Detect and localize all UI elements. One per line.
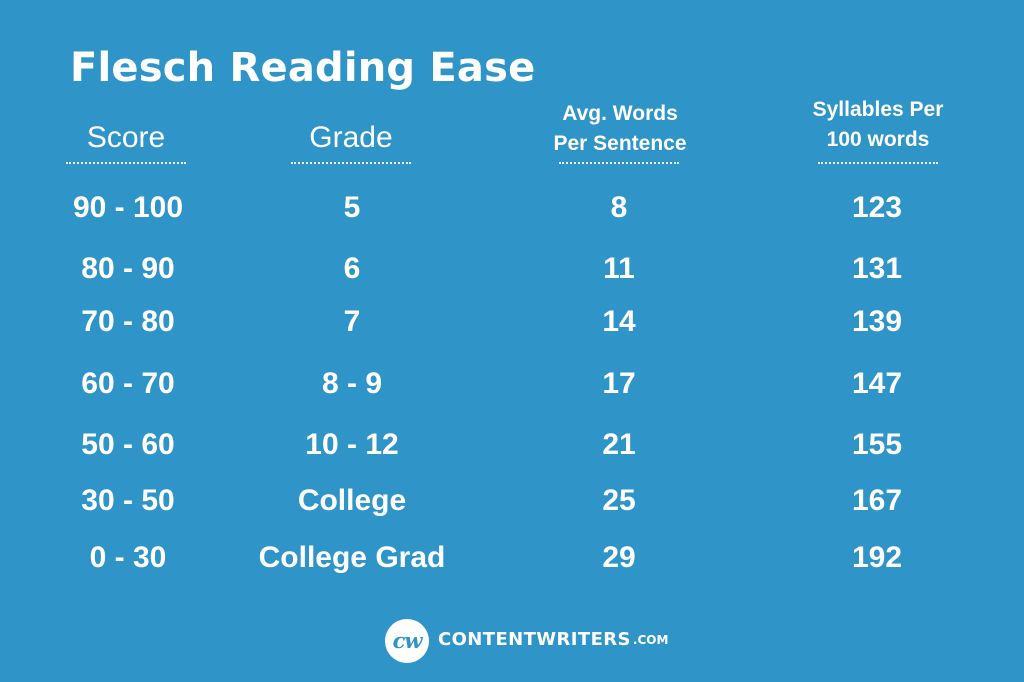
table-cell-score: 50 - 60 <box>81 428 175 461</box>
avg-words-header: Avg. Words Per Sentence <box>548 99 692 159</box>
logo-badge: cw <box>385 619 429 663</box>
table-cell-score: 70 - 80 <box>81 305 175 338</box>
table-cell-grade: 5 <box>343 191 361 224</box>
table-cell-grade: 8 - 9 <box>321 367 383 400</box>
score-header-divider <box>66 162 186 164</box>
table-cell-syllables: 139 <box>851 305 903 338</box>
table-cell-grade: 10 - 12 <box>305 428 399 461</box>
table-cell-score: 80 - 90 <box>81 252 175 285</box>
table-cell-words: 17 <box>602 367 636 400</box>
syllables-header-line2: 100 words <box>826 128 930 151</box>
table-cell-syllables: 123 <box>851 191 903 224</box>
avg-words-header-divider <box>559 162 679 164</box>
table-cell-words: 11 <box>603 252 635 285</box>
logo-name: CONTENTWRITERS <box>438 629 631 650</box>
score-header: Score <box>66 123 186 153</box>
table-cell-score: 60 - 70 <box>81 367 175 400</box>
table-cell-grade: 7 <box>343 305 361 338</box>
table-cell-syllables: 131 <box>851 252 903 285</box>
table-cell-words: 25 <box>602 484 636 517</box>
contentwriters-logo: cw CONTENTWRITERS .COM <box>385 619 668 663</box>
table-cell-syllables: 167 <box>851 484 903 517</box>
grade-header: Grade <box>291 123 411 153</box>
avg-words-header-line1: Avg. Words <box>562 102 678 125</box>
table-cell-grade: College <box>297 484 407 517</box>
table-cell-score: 0 - 30 <box>89 541 167 574</box>
table-cell-score: 90 - 100 <box>72 191 184 224</box>
page-title: Flesch Reading Ease <box>70 45 536 91</box>
table-cell-grade: College Grad <box>258 541 446 574</box>
table-cell-words: 14 <box>602 305 636 338</box>
logo-mark: cw <box>392 628 423 653</box>
table-cell-syllables: 192 <box>851 541 903 574</box>
table-cell-score: 30 - 50 <box>81 484 175 517</box>
table-cell-grade: 6 <box>343 252 361 285</box>
avg-words-header-line2: Per Sentence <box>553 132 687 155</box>
syllables-header-line1: Syllables Per <box>812 98 944 121</box>
table-cell-words: 29 <box>602 541 636 574</box>
table-cell-syllables: 147 <box>851 367 903 400</box>
table-cell-syllables: 155 <box>851 428 903 461</box>
table-cell-words: 8 <box>610 191 628 224</box>
syllables-header: Syllables Per 100 words <box>798 95 958 155</box>
syllables-header-divider <box>818 162 938 164</box>
score-header-label: Score <box>86 121 166 154</box>
logo-tld: .COM <box>632 633 669 647</box>
grade-header-label: Grade <box>309 121 393 154</box>
table-cell-words: 21 <box>602 428 636 461</box>
logo-wordmark: CONTENTWRITERS .COM <box>438 629 668 650</box>
grade-header-divider <box>291 162 411 164</box>
